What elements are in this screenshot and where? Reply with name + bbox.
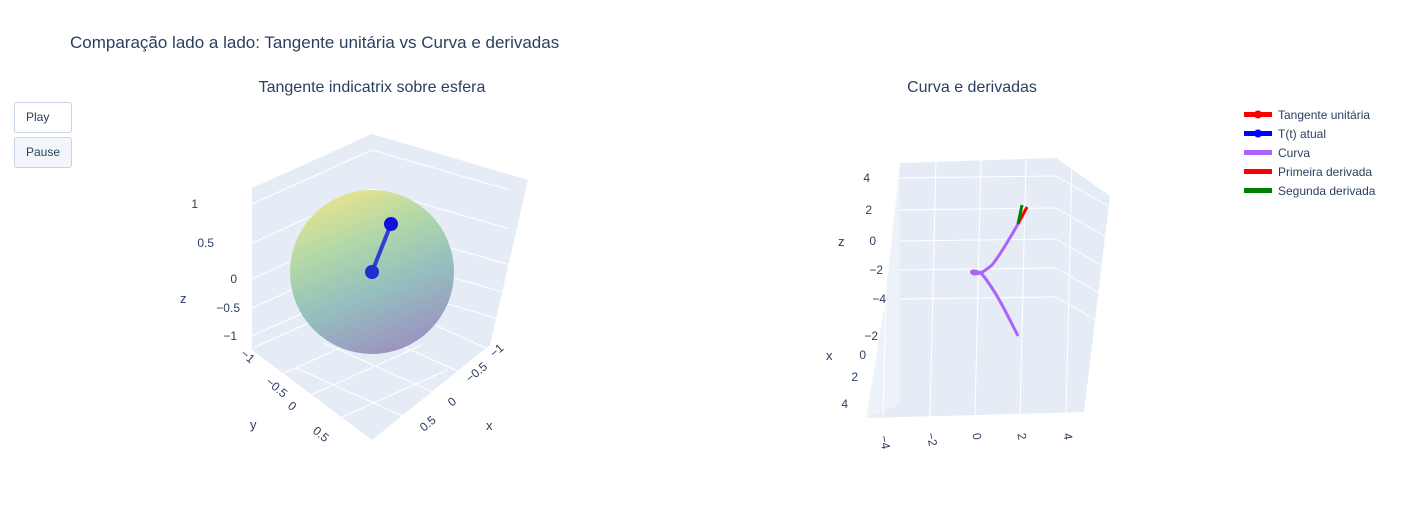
- legend-label: Curva: [1278, 145, 1311, 160]
- legend-swatch: [1244, 150, 1272, 155]
- legend-item[interactable]: Tangente unitária: [1242, 105, 1375, 124]
- legend-swatch: [1244, 110, 1272, 119]
- subplot-title-sphere: Tangente indicatrix sobre esfera: [258, 79, 486, 96]
- z-tick-label: 0: [230, 272, 237, 286]
- t-tip-point: [384, 217, 398, 231]
- legend-label: Primeira derivada: [1278, 164, 1373, 179]
- legend-swatch: [1244, 129, 1272, 138]
- z-tick-label: 0.5: [197, 236, 214, 250]
- chart-title: Comparação lado a lado: Tangente unitári…: [70, 33, 560, 52]
- pause-button[interactable]: Pause: [14, 137, 72, 168]
- x-axis-label: x: [486, 418, 493, 433]
- x-tick-label: 0: [445, 394, 459, 409]
- legend-label: T(t) atual: [1278, 126, 1327, 141]
- legend-label: Tangente unitária: [1278, 107, 1371, 122]
- legend-item[interactable]: Primeira derivada: [1242, 162, 1375, 181]
- legend-swatch: [1244, 169, 1272, 174]
- z-axis-label: z: [180, 291, 187, 306]
- subplot-title-curve: Curva e derivadas: [907, 79, 1037, 96]
- legend-label: Segunda derivada: [1278, 183, 1376, 198]
- z-tick-label: −0.5: [216, 301, 240, 315]
- play-button[interactable]: Play: [14, 102, 72, 133]
- legend: Tangente unitária T(t) atual Curva Primeira…: [1242, 105, 1375, 200]
- legend-item[interactable]: Curva: [1242, 143, 1375, 162]
- t-origin-point: [365, 265, 379, 279]
- y-axis-label: y: [250, 417, 257, 432]
- x-tick-label: 0.5: [417, 413, 439, 435]
- z-tick-label: −1: [223, 329, 237, 343]
- y-tick-label: 0.5: [310, 424, 332, 446]
- y-tick-label: −0.5: [263, 375, 290, 401]
- legend-item[interactable]: T(t) atual: [1242, 124, 1375, 143]
- legend-item[interactable]: Segunda derivada: [1242, 181, 1375, 200]
- t-current-vector: [370, 223, 393, 273]
- legend-swatch: [1244, 188, 1272, 193]
- y-tick-label: 0: [285, 399, 299, 414]
- z-tick-label: 1: [191, 197, 198, 211]
